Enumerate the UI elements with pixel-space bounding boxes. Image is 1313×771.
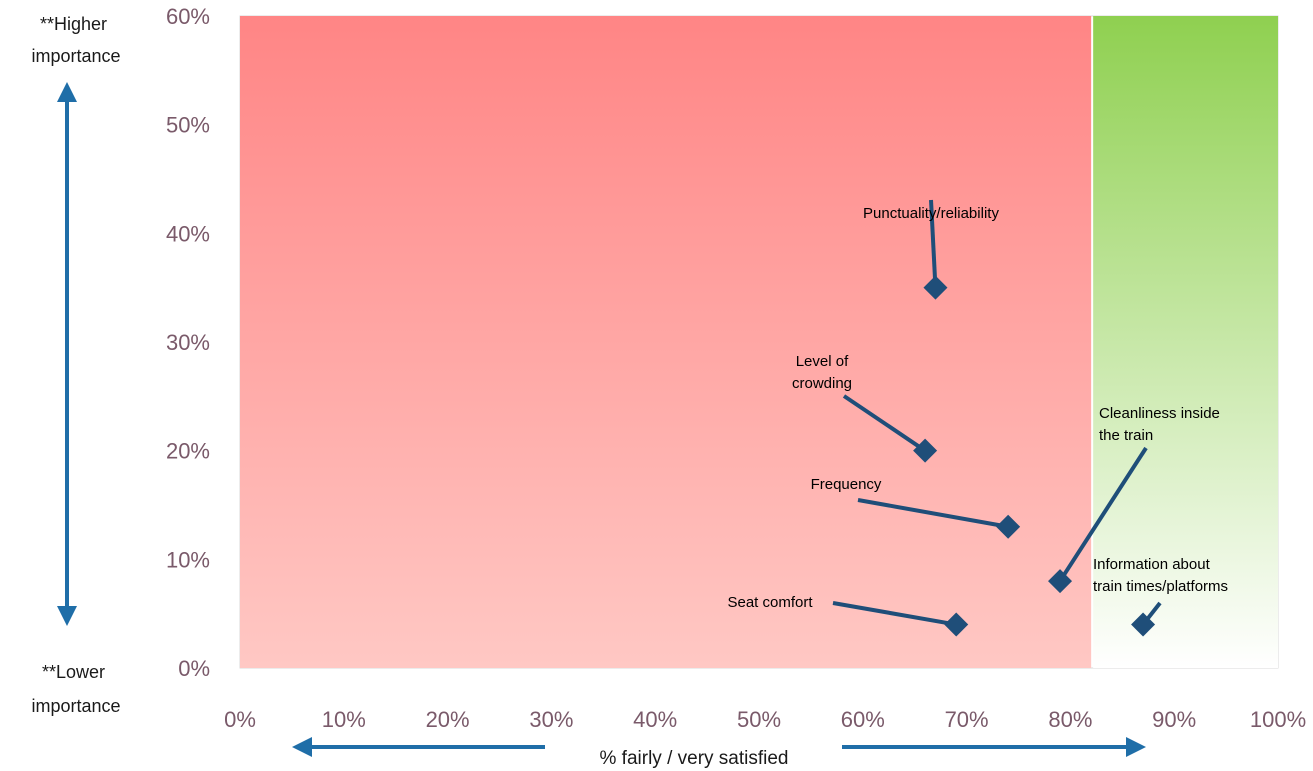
x-tick-label: 0%: [224, 707, 256, 732]
leader-line-seat-comfort: [832, 601, 957, 627]
x-tick-label: 90%: [1152, 707, 1196, 732]
point-label-frequency: Frequency: [811, 476, 882, 493]
data-point-punctuality-reliability: [923, 275, 948, 300]
x-tick-label: 30%: [529, 707, 573, 732]
x-axis-ticks: 0% 10% 20% 30% 40% 50% 60% 70% 80% 90% 100%: [224, 707, 1306, 732]
point-label-seat-comfort: Seat comfort: [727, 594, 813, 611]
y-tick-label: 30%: [166, 330, 210, 355]
y-bottom-label: **Lower importance: [31, 662, 120, 716]
leader-line-level-of-crowding: [842, 394, 927, 453]
y-tick-label: 60%: [166, 4, 210, 29]
y-tick-label: 50%: [166, 113, 210, 138]
data-point-information-about-train-times-platforms: [1131, 612, 1156, 637]
y-axis-ticks: 0% 10% 20% 30% 40% 50% 60%: [166, 4, 210, 681]
x-axis-title: % fairly / very satisfied: [600, 748, 789, 769]
point-label-information-about-train-times-platforms: Information about train times/platforms: [1093, 556, 1228, 595]
y-tick-label: 0%: [178, 656, 210, 681]
x-tick-label: 60%: [841, 707, 885, 732]
y-tick-label: 10%: [166, 547, 210, 572]
leader-line-frequency: [857, 498, 1009, 529]
dissatisfaction-zone: [240, 16, 1092, 668]
satisfaction-zone: [1093, 16, 1278, 668]
x-tick-label: 100%: [1250, 707, 1306, 732]
y-tick-label: 40%: [166, 221, 210, 246]
y-tick-label: 20%: [166, 439, 210, 464]
point-label-cleanliness-inside-the-train: Cleanliness inside the train: [1099, 405, 1220, 444]
x-tick-label: 50%: [737, 707, 781, 732]
data-points: [913, 275, 1156, 637]
data-point-seat-comfort: [944, 612, 969, 637]
x-tick-label: 70%: [945, 707, 989, 732]
point-label-level-of-crowding: Level of crowding: [792, 353, 852, 392]
leader-line-cleanliness-inside-the-train: [1058, 446, 1148, 583]
point-annotations: Punctuality/reliability Level of crowding F…: [727, 199, 1228, 627]
data-point-cleanliness-inside-the-train: [1048, 569, 1073, 594]
leader-line-punctuality-reliability: [929, 199, 938, 288]
x-tick-label: 10%: [322, 707, 366, 732]
x-tick-label: 20%: [426, 707, 470, 732]
data-point-frequency: [996, 514, 1021, 539]
x-tick-label: 40%: [633, 707, 677, 732]
point-label-punctuality-reliability: Punctuality/reliability: [863, 205, 999, 222]
x-tick-label: 80%: [1048, 707, 1092, 732]
data-point-level-of-crowding: [913, 438, 938, 463]
y-top-label: **Higher importance: [31, 14, 120, 66]
